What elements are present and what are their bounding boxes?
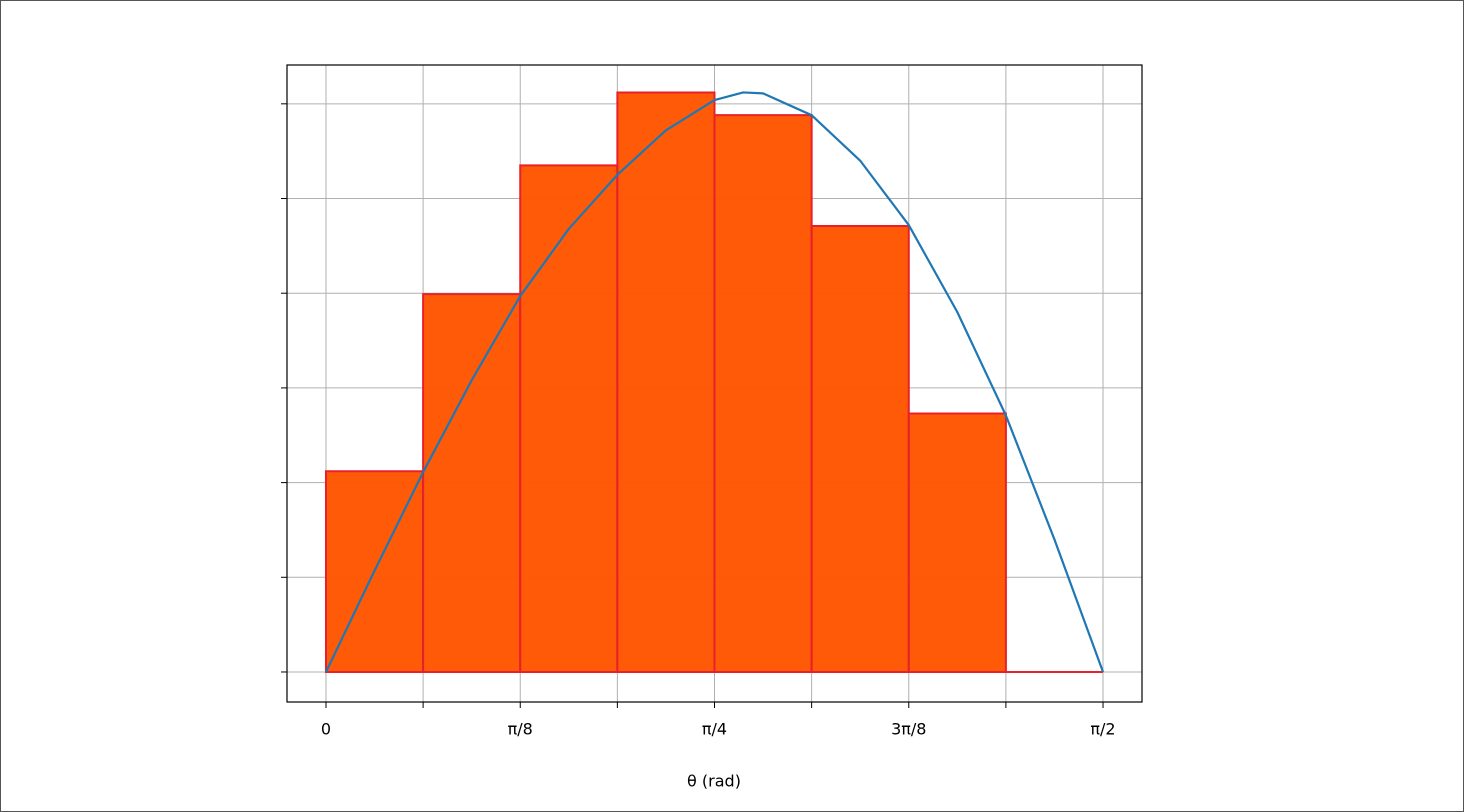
- bar: [907, 412, 1007, 673]
- bar: [616, 91, 716, 673]
- x-tick-label: π/4: [702, 720, 727, 739]
- x-tick-label: 3π/8: [891, 720, 926, 739]
- x-axis-label: θ (rad): [687, 772, 741, 791]
- x-tick-label: 0: [321, 720, 331, 739]
- x-tick-label: π/2: [1090, 720, 1115, 739]
- bar: [713, 114, 813, 673]
- x-tick-label: π/8: [508, 720, 533, 739]
- plot-area: [287, 65, 1142, 702]
- bar: [422, 293, 522, 673]
- curve: [324, 91, 1105, 673]
- bar: [519, 164, 619, 673]
- bar: [810, 224, 910, 673]
